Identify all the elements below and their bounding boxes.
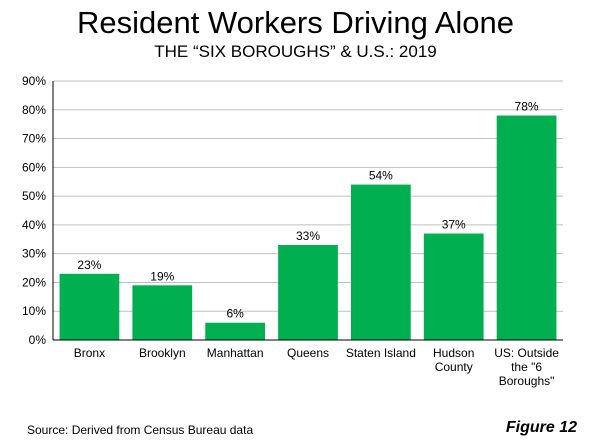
x-tick-label: Brooklyn: [139, 346, 186, 360]
chart-title: Resident Workers Driving Alone: [76, 5, 515, 40]
source-note: Source: Derived from Census Bureau data: [27, 423, 254, 437]
data-label: 54%: [369, 169, 393, 183]
bar: [423, 233, 484, 340]
y-tick-label: 20%: [22, 275, 46, 289]
chart-subtitle: THE “SIX BOROUGHS” & U.S.: 2019: [154, 42, 437, 61]
y-tick-label: 60%: [22, 160, 46, 174]
bar: [496, 115, 557, 341]
y-tick-label: 30%: [22, 247, 46, 261]
data-label: 19%: [150, 269, 174, 283]
x-tick-label: Bronx: [74, 346, 105, 360]
bar: [132, 285, 193, 340]
y-tick-label: 90%: [22, 74, 46, 88]
y-tick-label: 50%: [22, 189, 46, 203]
y-tick-label: 80%: [22, 103, 46, 117]
y-tick-label: 40%: [22, 218, 46, 232]
x-tick-label: Manhattan: [207, 346, 264, 360]
x-tick-label: Hudson County: [433, 346, 474, 374]
bar: [205, 322, 266, 340]
data-label: 33%: [296, 229, 320, 243]
y-tick-label: 10%: [22, 304, 46, 318]
data-label: 6%: [226, 307, 244, 321]
bar: [278, 245, 338, 340]
x-tick-label: Staten Island: [346, 346, 416, 360]
y-tick-label: 0%: [29, 333, 47, 347]
data-label: 37%: [442, 218, 466, 232]
x-tick-label: US: Outside the "6 Boroughs": [494, 346, 559, 388]
bar: [59, 273, 120, 340]
figure-number: Figure 12: [505, 419, 577, 436]
y-tick-label: 70%: [22, 132, 46, 146]
data-label: 23%: [77, 258, 101, 272]
data-label: 78%: [515, 100, 539, 114]
bar: [350, 184, 411, 340]
x-tick-label: Queens: [287, 346, 329, 360]
